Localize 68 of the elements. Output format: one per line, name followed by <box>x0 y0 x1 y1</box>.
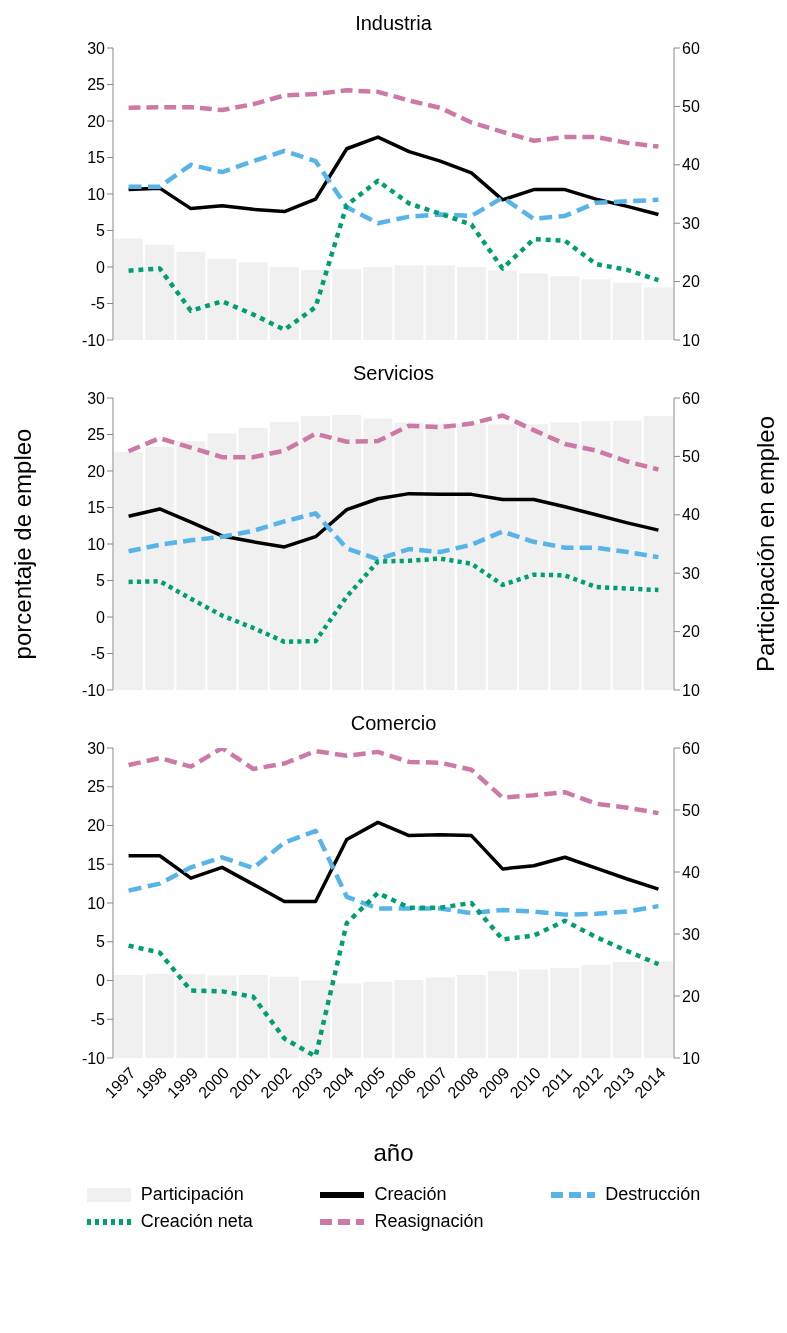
y-tick-label: 15 <box>87 149 106 167</box>
y-tick-label: 25 <box>87 76 106 94</box>
y2-tick-label: 10 <box>682 331 700 349</box>
y-tick-label: -10 <box>81 1049 106 1067</box>
y-tick-label: -5 <box>90 295 106 313</box>
y2-tick-label: 60 <box>682 389 700 407</box>
y-tick-label: -5 <box>90 645 106 663</box>
line-series <box>126 88 661 149</box>
legend-label: Creación neta <box>140 1211 253 1232</box>
legend-label: Participación <box>140 1184 244 1205</box>
y-tick-label: -10 <box>81 681 106 699</box>
y-tick-label: 30 <box>87 39 106 57</box>
y2-tick-label: 50 <box>682 448 700 466</box>
y2-tick-label: 20 <box>682 623 700 641</box>
line-series <box>126 556 661 645</box>
y2-tick-label: 40 <box>682 506 700 524</box>
chart-title: Comercio <box>349 711 438 736</box>
y-tick-label: 30 <box>87 389 106 407</box>
line-series <box>126 890 661 1058</box>
y2-tick-label: 20 <box>682 987 700 1005</box>
y-tick-label: 10 <box>87 894 106 912</box>
y-tick-label: 30 <box>87 739 106 757</box>
y2-tick-label: 30 <box>682 214 700 232</box>
legend-label: Destrucción <box>605 1184 701 1205</box>
y-tick-label: 25 <box>87 426 106 444</box>
legend-label: Reasignación <box>374 1211 484 1232</box>
y2-tick-label: 60 <box>682 739 700 757</box>
y2-tick-label: 40 <box>682 156 700 174</box>
chart-title: Industria <box>354 11 433 36</box>
y-tick-label: -5 <box>90 1010 106 1028</box>
legend-label: Creación <box>374 1184 447 1205</box>
chart-title: Servicios <box>351 361 436 386</box>
y2-tick-label: 50 <box>682 801 700 819</box>
y-tick-label: 5 <box>96 933 106 951</box>
y-tick-label: 0 <box>96 972 106 990</box>
y-axis-title: porcentaje de empleo <box>8 428 36 660</box>
y-tick-label: 10 <box>87 535 106 553</box>
line-series <box>126 511 661 562</box>
line-series <box>126 491 661 549</box>
line-series <box>126 748 661 816</box>
line-series <box>126 828 661 917</box>
line-series <box>126 820 661 904</box>
y-tick-label: 5 <box>96 222 106 240</box>
y2-tick-label: 40 <box>682 863 700 881</box>
y2-tick-label: 10 <box>682 681 700 699</box>
y-tick-label: 15 <box>87 499 106 517</box>
x-axis-title: año <box>372 1138 415 1168</box>
y2-tick-label: 30 <box>682 925 700 943</box>
y-tick-label: 15 <box>87 855 106 873</box>
y2-tick-label: 50 <box>682 98 700 116</box>
y2-tick-label: 10 <box>682 1049 700 1067</box>
y-tick-label: 10 <box>87 185 106 203</box>
line-series <box>126 135 661 217</box>
line-series <box>126 413 661 472</box>
y-tick-label: 5 <box>96 572 106 590</box>
y2-tick-label: 60 <box>682 39 700 57</box>
y-tick-label: 20 <box>87 462 106 480</box>
line-series <box>126 178 661 333</box>
y-tick-label: 0 <box>96 258 106 276</box>
y2-tick-label: 20 <box>682 273 700 291</box>
y-tick-label: 20 <box>87 817 106 835</box>
y-tick-label: 25 <box>87 778 106 796</box>
y2-axis-title: Participación en empleo <box>751 415 779 673</box>
line-series <box>126 148 661 226</box>
y-tick-label: -10 <box>81 331 106 349</box>
y-tick-label: 0 <box>96 608 106 626</box>
y2-tick-label: 30 <box>682 564 700 582</box>
y-tick-label: 20 <box>87 112 106 130</box>
